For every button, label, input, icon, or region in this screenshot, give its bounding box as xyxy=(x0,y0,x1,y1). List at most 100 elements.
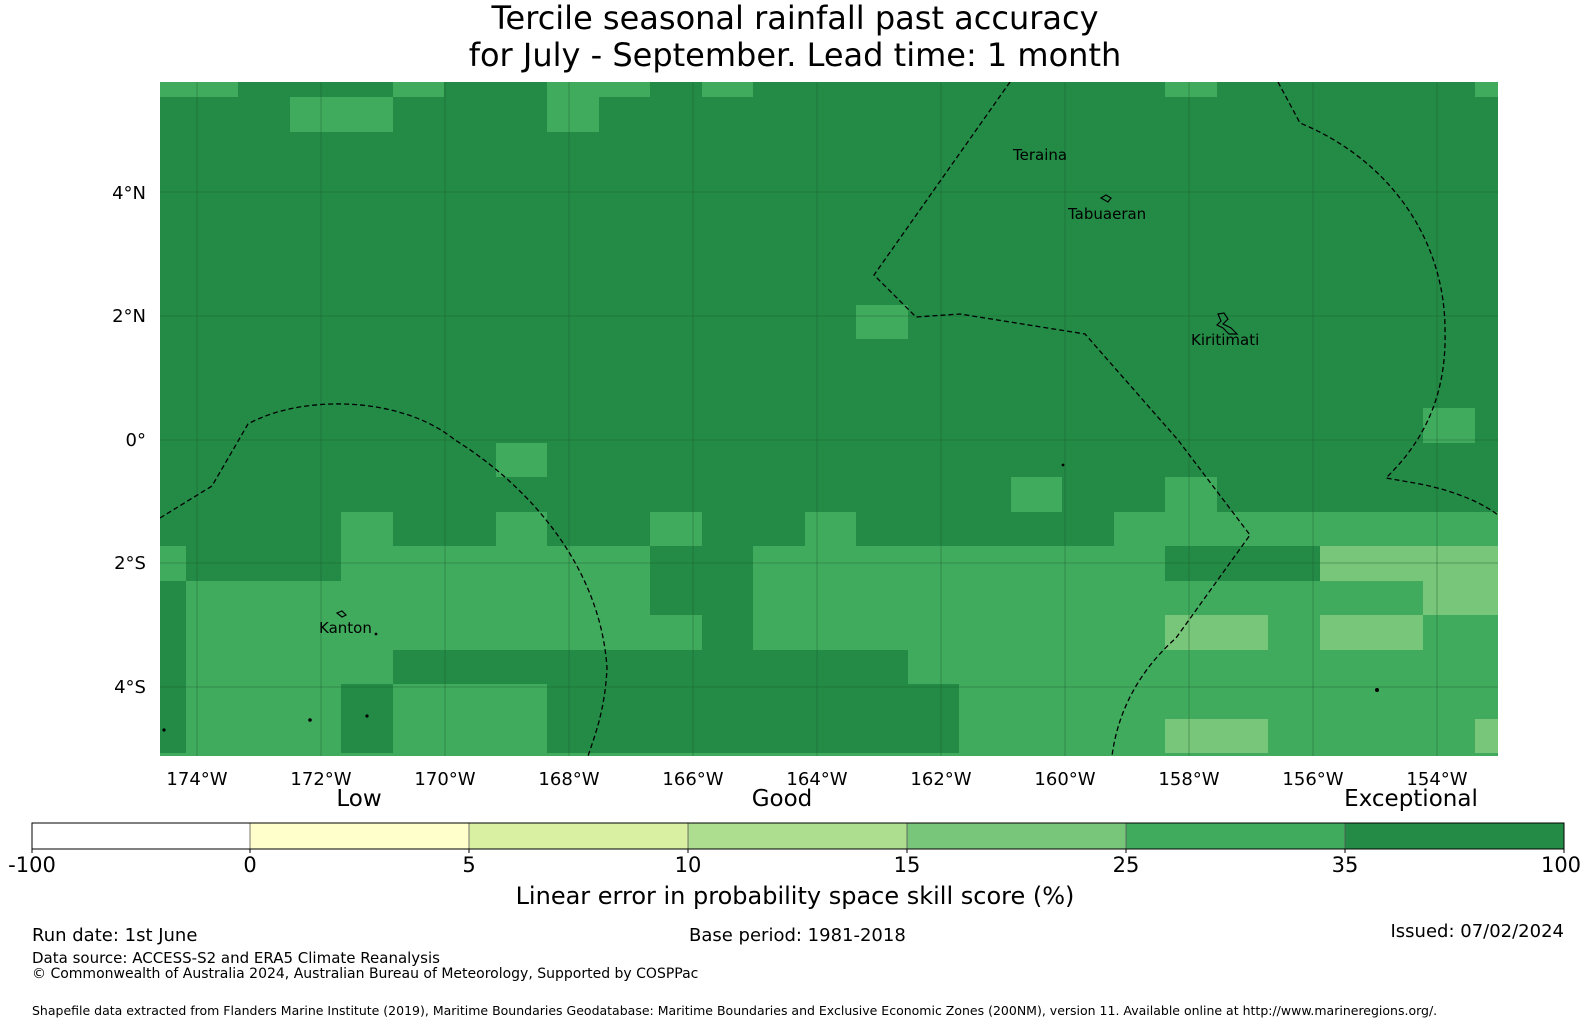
skill-cell xyxy=(856,305,908,339)
lat-tick-label: 4°N xyxy=(112,183,146,204)
lat-tick-label: 4°S xyxy=(114,677,146,698)
base-period: Base period: 1981-2018 xyxy=(689,925,906,946)
place-label-teraina: Teraina xyxy=(1012,146,1067,164)
skill-cell xyxy=(856,615,908,650)
skill-cell xyxy=(547,97,599,132)
island-dot xyxy=(374,632,378,636)
skill-cell xyxy=(1268,650,1320,684)
colorbar-tick-label: 5 xyxy=(462,853,476,877)
data-source: Data source: ACCESS-S2 and ERA5 Climate … xyxy=(32,949,440,967)
skill-cell xyxy=(1475,753,1498,756)
colorbar-tick-label: 100 xyxy=(1540,853,1582,877)
colorbar-tick-label: 35 xyxy=(1331,853,1359,877)
island-dot xyxy=(365,714,369,718)
eez-boundary-phoenix xyxy=(160,403,608,756)
skill-cell xyxy=(599,753,650,756)
title-line-1: Tercile seasonal rainfall past accuracy xyxy=(491,0,1099,37)
skill-cell xyxy=(702,753,753,756)
skill-cell xyxy=(959,546,1011,581)
skill-cell xyxy=(1114,650,1165,684)
skill-cell xyxy=(547,546,599,581)
skill-cell xyxy=(1165,581,1217,615)
skill-cell xyxy=(959,615,1011,650)
skill-cell xyxy=(290,581,341,615)
skill-cell xyxy=(290,753,341,756)
skill-cell xyxy=(1114,753,1165,756)
skill-cell xyxy=(1011,650,1062,684)
skill-cell xyxy=(444,581,496,615)
skill-cell xyxy=(1268,581,1320,615)
skill-cell xyxy=(1475,581,1498,615)
skill-cell xyxy=(393,615,444,650)
skill-cell xyxy=(959,719,1011,753)
lon-tick-label: 154°W xyxy=(1406,769,1467,790)
skill-cell xyxy=(496,753,547,756)
skill-cell xyxy=(160,753,186,756)
skill-cell xyxy=(290,615,341,650)
skill-cell xyxy=(186,615,238,650)
lat-tick-label: 2°S xyxy=(114,553,146,574)
lon-axis-labels: 174°W 172°W 170°W 168°W 166°W 164°W 162°… xyxy=(166,769,1467,790)
skill-cell xyxy=(1475,82,1498,97)
skill-cell xyxy=(393,753,444,756)
skill-cell xyxy=(1114,719,1165,753)
lon-tick-label: 166°W xyxy=(662,769,723,790)
lon-tick-label: 172°W xyxy=(290,769,351,790)
skill-cell xyxy=(1423,615,1475,650)
skill-cell xyxy=(753,581,805,615)
skill-cell xyxy=(753,546,805,581)
skill-cell xyxy=(1320,753,1371,756)
skill-cell xyxy=(341,615,393,650)
island-dot xyxy=(1061,463,1065,467)
title-line-2: for July - September. Lead time: 1 month xyxy=(468,36,1122,74)
skill-cell xyxy=(1423,408,1475,443)
skill-cell xyxy=(393,719,444,753)
skill-cell xyxy=(1320,546,1371,581)
skill-cell xyxy=(1371,650,1423,684)
colorbar-tick-label: 0 xyxy=(243,853,257,877)
skill-cell xyxy=(444,684,496,719)
skill-cell xyxy=(1165,512,1217,546)
lon-tick-label: 168°W xyxy=(538,769,599,790)
skill-cell xyxy=(856,546,908,581)
skill-cell xyxy=(599,82,650,97)
skill-cell xyxy=(290,97,341,132)
skill-cell xyxy=(496,546,547,581)
colorbar-swatch xyxy=(1345,823,1564,849)
skill-cell xyxy=(1423,753,1475,756)
skill-cell xyxy=(1268,512,1320,546)
colorbar xyxy=(31,822,1565,853)
skill-cell xyxy=(959,650,1011,684)
skill-cell xyxy=(496,684,547,719)
skill-cell xyxy=(1114,581,1165,615)
skill-cell xyxy=(290,684,341,719)
skill-cell xyxy=(908,546,959,581)
island-kiritimati-shape xyxy=(1215,312,1239,335)
skill-cell xyxy=(1165,615,1217,650)
skill-cell xyxy=(444,615,496,650)
skill-cell xyxy=(1165,753,1217,756)
skill-cell xyxy=(1320,650,1371,684)
skill-cell xyxy=(702,82,753,97)
skill-cells xyxy=(160,82,1498,756)
skill-cell xyxy=(547,581,599,615)
place-label-kiritimati: Kiritimati xyxy=(1191,331,1259,349)
skill-cell xyxy=(1062,615,1114,650)
skill-cell xyxy=(341,512,393,546)
skill-cell xyxy=(341,753,393,756)
skill-cell xyxy=(1217,684,1268,719)
colorbar-swatch xyxy=(469,823,688,849)
skill-cell xyxy=(1062,753,1114,756)
eez-boundary-kiritimati-east xyxy=(1277,82,1498,516)
skill-cell xyxy=(1217,753,1268,756)
copyright: © Commonwealth of Australia 2024, Austra… xyxy=(32,966,699,982)
skill-cell xyxy=(1011,684,1062,719)
skill-cell xyxy=(1268,719,1320,753)
skill-cell xyxy=(444,719,496,753)
skill-cell xyxy=(1217,615,1268,650)
skill-cell xyxy=(650,753,702,756)
island-kanton-shape xyxy=(335,610,348,618)
island-dot xyxy=(1374,687,1379,692)
skill-cell xyxy=(1165,684,1217,719)
